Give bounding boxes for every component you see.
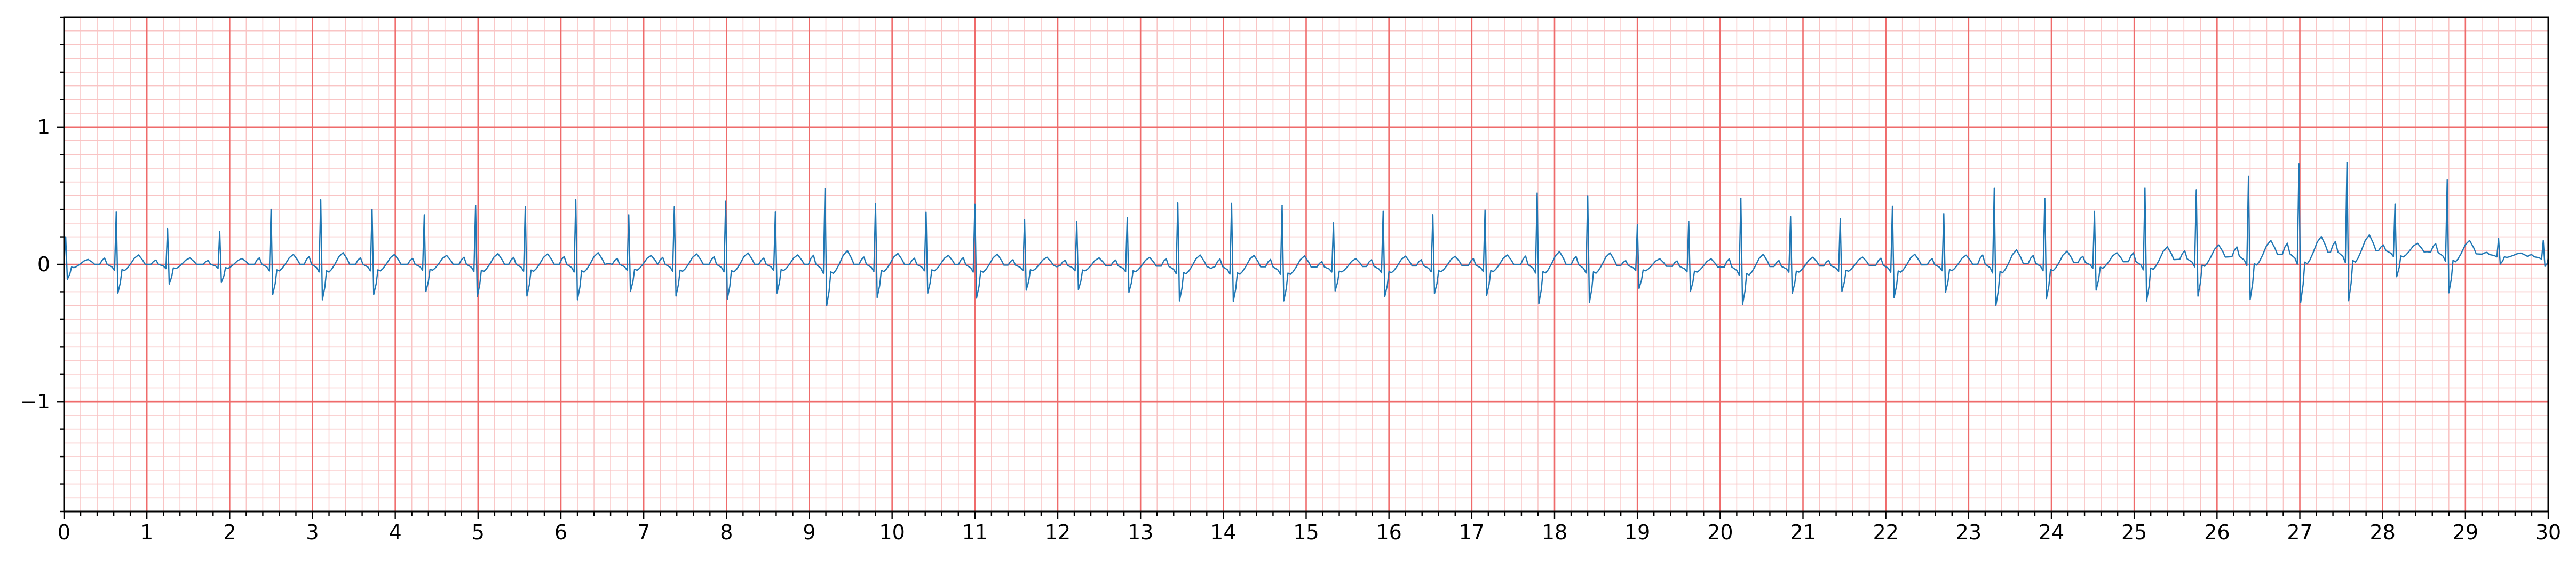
x-tick-label: 14 [1210, 521, 1236, 544]
x-tick-label: 15 [1293, 521, 1319, 544]
x-tick-label: 19 [1624, 521, 1650, 544]
r-peak-point [1891, 205, 1893, 207]
r-peak-point [371, 208, 373, 210]
x-tick-label: 4 [389, 521, 402, 544]
r-peak-point [1943, 213, 1945, 215]
ecg-trace [63, 162, 2549, 306]
r-peak-point [1536, 192, 1538, 194]
r-peak-point [115, 211, 117, 213]
r-peak-point [2394, 203, 2396, 205]
r-peak-point [2248, 175, 2249, 177]
r-peak-point [270, 208, 272, 210]
x-tick-label: 18 [1542, 521, 1567, 544]
x-tick-label: 12 [1045, 521, 1071, 544]
r-peak-point [320, 199, 322, 201]
r-peak-point [167, 227, 169, 230]
y-tick-label: 1 [37, 115, 50, 139]
tick-marks [57, 16, 2549, 519]
x-tick-label: 23 [1956, 521, 1981, 544]
r-peak-point [219, 231, 220, 232]
r-peak-point [1432, 214, 1434, 216]
x-tick-label: 17 [1459, 521, 1485, 544]
y-tick-label: −1 [20, 390, 50, 413]
r-peak-point [2542, 240, 2544, 242]
r-peak-point [2094, 210, 2095, 213]
x-tick-label: 28 [2369, 521, 2395, 544]
x-tick-label: 7 [637, 521, 650, 544]
x-tick-label: 25 [2121, 521, 2147, 544]
r-peak-point [423, 214, 425, 216]
r-peak-point [2144, 187, 2146, 189]
r-peak-point [1333, 222, 1334, 224]
x-tick-label: 6 [554, 521, 567, 544]
x-tick-label: 0 [58, 521, 70, 544]
x-tick-label: 1 [140, 521, 153, 544]
r-peak-point [2498, 238, 2500, 239]
r-peak-point [65, 236, 67, 238]
r-peak-point [1382, 210, 1384, 212]
x-tick-label: 16 [1376, 521, 1401, 544]
r-peak-point [1587, 195, 1589, 197]
x-tick-label: 29 [2453, 521, 2478, 544]
r-peak-point [2346, 162, 2348, 163]
x-tick-label: 24 [2039, 521, 2064, 544]
r-peak-point [1636, 224, 1638, 225]
x-tick-label: 30 [2535, 521, 2561, 544]
r-peak-point [2446, 179, 2448, 181]
r-peak-point [2044, 198, 2046, 199]
x-tick-label: 10 [879, 521, 905, 544]
r-peak-point [2298, 163, 2300, 165]
r-peak-point [925, 211, 927, 213]
x-tick-label: 8 [720, 521, 733, 544]
r-peak-point [474, 205, 477, 206]
r-peak-point [2195, 189, 2197, 191]
r-peak-point [673, 206, 675, 208]
x-tick-label: 9 [803, 521, 815, 544]
r-peak-point [1024, 219, 1026, 221]
r-peak-point [628, 214, 630, 216]
r-peak-point [1993, 187, 1995, 189]
x-tick-label: 27 [2287, 521, 2312, 544]
y-tick-label: 0 [37, 253, 50, 276]
x-tick-label: 5 [472, 521, 485, 544]
r-peak-point [1688, 221, 1690, 222]
x-tick-label: 3 [306, 521, 319, 544]
r-peak-point [1076, 221, 1077, 223]
r-peak-point [1231, 202, 1233, 205]
x-tick-label: 21 [1790, 521, 1816, 544]
r-peak-point [1127, 217, 1128, 219]
r-peak-point [875, 203, 876, 205]
x-tick-label: 26 [2204, 521, 2230, 544]
r-peak-point [575, 199, 577, 201]
x-tick-label: 2 [223, 521, 236, 544]
x-tick-label: 11 [962, 521, 988, 544]
r-peak-point [1177, 202, 1179, 204]
ecg-trace-layer [63, 162, 2549, 306]
r-peak-point [1281, 204, 1283, 206]
r-peak-point [1790, 216, 1792, 218]
r-peak-point [974, 203, 976, 206]
tick-labels: 0 1 2 3 4 5 6 7 8 9 10 11 12 13 14 15 16 17 18 19 20 21 22 23 24… [20, 115, 2561, 544]
r-peak-point [1840, 218, 1841, 220]
r-peak-point [824, 188, 826, 190]
r-peak-point [525, 206, 526, 208]
r-peak-point [774, 211, 776, 213]
x-tick-label: 13 [1128, 521, 1153, 544]
r-peak-point [725, 200, 726, 202]
r-peak-point [1484, 209, 1486, 211]
major-grid [63, 17, 2549, 512]
x-tick-label: 20 [1707, 521, 1733, 544]
r-peak-point [1740, 197, 1742, 199]
x-tick-label: 22 [1873, 521, 1898, 544]
